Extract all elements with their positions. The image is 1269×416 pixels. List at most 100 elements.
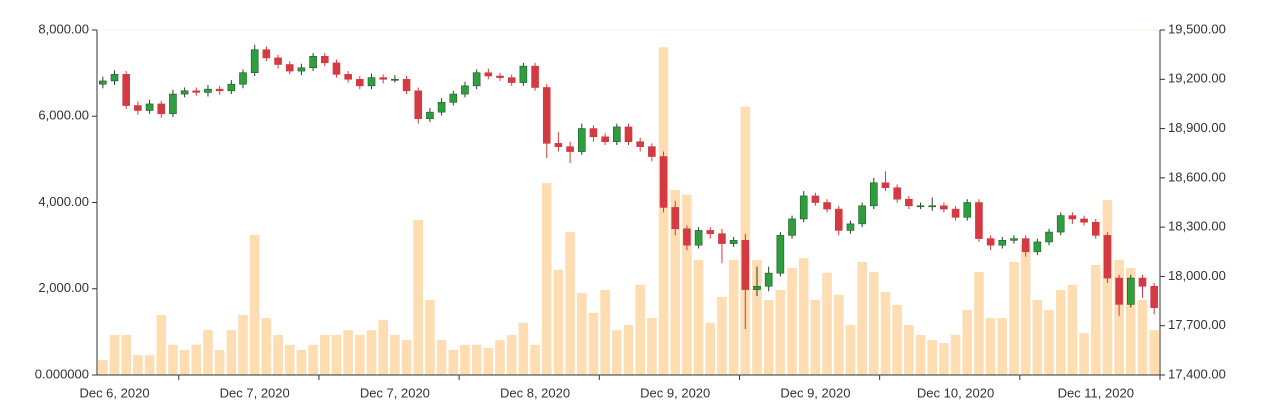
candle-body	[963, 202, 972, 218]
volume-bar	[518, 322, 529, 375]
candle-body	[741, 239, 750, 290]
candle-body	[683, 228, 691, 246]
volume-bar	[635, 284, 645, 375]
candle-body	[1103, 235, 1112, 279]
x-tick-label: Dec 7, 2020	[220, 385, 290, 400]
candle-body	[472, 72, 481, 87]
candle-body	[204, 88, 212, 93]
y2-tick-label: 19,200.00	[1168, 71, 1226, 86]
volume-bar	[261, 318, 272, 375]
candle-body	[285, 64, 294, 72]
candle-body	[507, 77, 516, 83]
volume-bar	[763, 299, 774, 375]
volume-bar	[1055, 290, 1066, 375]
candle-body	[566, 146, 574, 152]
candle-body	[262, 49, 271, 59]
candle-body	[309, 55, 317, 69]
candle-body	[414, 90, 423, 120]
volume-bar	[273, 334, 283, 375]
volume-bar	[810, 299, 821, 375]
candle-body	[811, 195, 820, 203]
candle-body	[624, 126, 633, 143]
volume-bar	[565, 231, 575, 375]
candle-body	[951, 208, 960, 218]
volume-bar	[588, 312, 599, 375]
candle-body	[391, 78, 399, 81]
candle-body	[659, 156, 668, 208]
volume-bar	[717, 296, 727, 375]
candle-body	[1150, 285, 1158, 308]
volume-bar	[915, 334, 926, 375]
candle-body	[1045, 231, 1053, 243]
candle-body	[379, 77, 387, 80]
candle-body	[1080, 218, 1088, 223]
x-tick-label: Dec 8, 2020	[500, 385, 570, 400]
volume-bar	[249, 234, 260, 375]
candle-body	[356, 78, 364, 87]
volume-bar	[682, 194, 692, 375]
volume-bar	[950, 334, 961, 375]
candle-body	[122, 74, 131, 106]
volume-bar	[214, 349, 225, 375]
candle-body	[893, 187, 901, 200]
volume-bar	[191, 344, 202, 375]
candle-body	[110, 74, 119, 82]
candle-body	[496, 75, 504, 78]
candle-body	[344, 74, 352, 80]
volume-bar	[203, 330, 213, 375]
candle-body	[1010, 238, 1018, 241]
candle-body	[764, 272, 773, 287]
candle-body	[577, 128, 586, 152]
volume-bar	[612, 330, 622, 375]
volume-bar	[693, 259, 704, 375]
candle-body	[332, 62, 341, 75]
candle-body	[846, 223, 855, 231]
volume-bar	[436, 340, 447, 375]
volume-bar	[483, 347, 494, 375]
candle-body	[881, 182, 890, 189]
candle-body	[531, 65, 539, 88]
y2-tick-label: 19,500.00	[1168, 21, 1226, 36]
candle-body	[694, 230, 703, 246]
volume-bar	[1090, 265, 1101, 375]
volume-bar	[448, 349, 459, 375]
y-tick-label: 0.000000	[35, 366, 89, 381]
candle-body	[227, 83, 236, 92]
x-tick-label: Dec 9, 2020	[780, 385, 850, 400]
candle-body	[648, 146, 656, 157]
volume-bar	[985, 318, 996, 375]
x-tick-label: Dec 7, 2020	[360, 385, 430, 400]
candle-body	[706, 230, 715, 235]
candle-body	[192, 90, 201, 93]
volume-bar	[355, 334, 365, 375]
volume-bar	[506, 334, 517, 375]
candle-body	[426, 111, 434, 120]
candle-body	[986, 238, 995, 246]
x-tick-label: Dec 10, 2020	[917, 385, 994, 400]
volume-bar	[284, 344, 295, 375]
volume-bar	[238, 315, 248, 375]
candle-body	[823, 202, 831, 210]
candle-body	[169, 93, 177, 115]
candle-body	[134, 105, 142, 111]
candle-body	[519, 65, 528, 83]
volume-bar	[495, 340, 505, 375]
volume-bar	[553, 269, 564, 375]
candle-body	[916, 205, 925, 208]
volume-bar	[798, 258, 809, 375]
volume-bar	[331, 334, 342, 375]
volume-bar	[530, 344, 540, 375]
volume-bar	[1079, 333, 1089, 375]
candle-body	[250, 49, 259, 74]
volume-bar	[133, 355, 143, 375]
candle-body	[297, 67, 306, 72]
volume-bar	[366, 330, 377, 375]
volume-bar	[1126, 268, 1136, 375]
candle-body	[601, 136, 609, 143]
volume-bar	[647, 318, 657, 375]
volume-bar	[1067, 284, 1078, 375]
volume-bar	[869, 271, 879, 375]
volume-bar	[390, 334, 400, 375]
volume-bar	[156, 315, 167, 375]
